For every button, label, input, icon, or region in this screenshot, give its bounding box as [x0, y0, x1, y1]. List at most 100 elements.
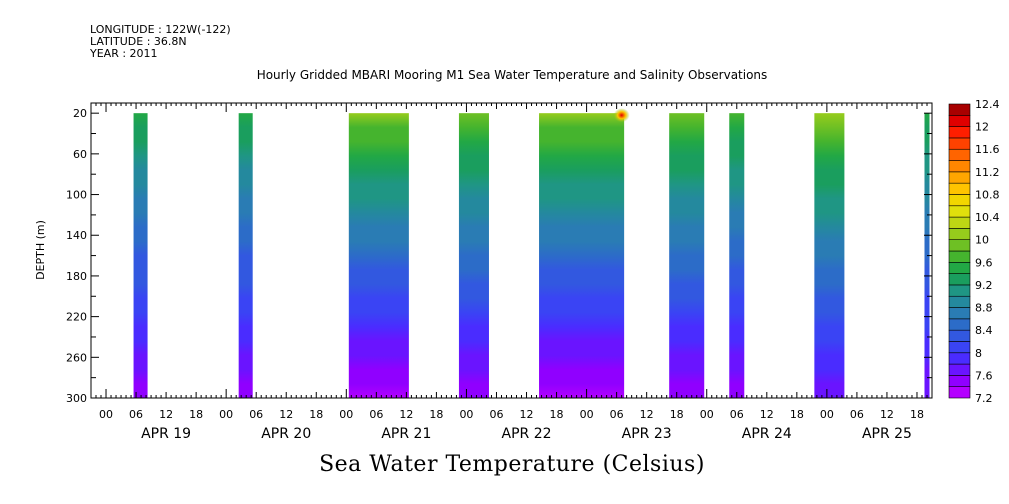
colorbar-label: 11.6	[975, 143, 1000, 156]
colorbar-swatch	[948, 205, 971, 218]
x-tick-label: 00	[580, 408, 594, 421]
x-tick-label: 12	[520, 408, 534, 421]
data-segment	[669, 113, 705, 398]
data-segment	[133, 113, 148, 398]
y-tick-label: 220	[66, 311, 87, 324]
x-tick-label: 18	[189, 408, 203, 421]
data-segment	[238, 113, 253, 398]
x-tick-label: 12	[159, 408, 173, 421]
colorbar-swatch	[948, 375, 971, 387]
x-tick-label: 18	[790, 408, 804, 421]
day-label: APR 20	[261, 426, 311, 442]
data-segment	[924, 113, 930, 398]
colorbar-swatch	[948, 352, 971, 365]
day-label: APR 19	[141, 426, 191, 442]
x-tick-label: 00	[459, 408, 473, 421]
colorbar-swatch	[948, 273, 971, 286]
x-tick-label: 12	[760, 408, 774, 421]
colorbar-swatch	[948, 171, 971, 184]
colorbar-swatch	[948, 329, 971, 342]
x-tick-label: 00	[339, 408, 353, 421]
colorbar-label: 10.8	[975, 188, 1000, 201]
colorbar-swatch	[948, 194, 971, 207]
data-segment	[458, 113, 489, 398]
day-label: APR 23	[622, 426, 672, 442]
x-tick-label: 12	[880, 408, 894, 421]
x-tick-label: 12	[279, 408, 293, 421]
chart-title: Hourly Gridded MBARI Mooring M1 Sea Wate…	[256, 68, 768, 82]
x-tick-label: 18	[670, 408, 684, 421]
colorbar-swatch	[948, 126, 971, 139]
top-minor-ticks	[90, 103, 933, 112]
quantity-title: Sea Water Temperature (Celsius)	[319, 452, 705, 477]
x-tick-label: 12	[399, 408, 413, 421]
colorbar-swatch	[948, 115, 971, 127]
data-segment	[539, 113, 625, 398]
y-tick-label: 260	[66, 351, 87, 364]
colorbar-label: 8.8	[975, 302, 993, 315]
longitude-label: LONGITUDE : 122W(-122)	[90, 23, 231, 36]
y-axis: 20 60 100 140 180 220 260 300	[66, 107, 932, 405]
colorbar-label: 10.4	[975, 211, 1000, 224]
data-segment	[729, 113, 745, 398]
x-tick-label: 06	[489, 408, 503, 421]
colorbar-swatch	[948, 182, 971, 195]
day-label: APR 24	[742, 426, 792, 442]
colorbar-swatch	[948, 341, 971, 354]
colorbar-swatch	[948, 239, 971, 252]
x-tick-label: 06	[369, 408, 383, 421]
x-tick-label: 00	[219, 408, 233, 421]
colorbar-label: 12.4	[975, 98, 1000, 111]
colorbar-swatch	[948, 216, 971, 229]
colorbar-label: 8	[975, 347, 982, 360]
y-tick-label: 300	[66, 392, 87, 405]
colorbar-swatch	[948, 295, 971, 308]
colorbar-label: 7.2	[975, 392, 993, 405]
colorbar-swatch	[948, 160, 971, 173]
colorbar-swatch	[948, 137, 971, 150]
colorbar-label: 9.2	[975, 279, 993, 292]
data-segments	[133, 108, 930, 398]
day-label: APR 21	[381, 426, 431, 442]
x-tick-label: 06	[129, 408, 143, 421]
x-tick-label: 00	[820, 408, 834, 421]
y-tick-label: 140	[66, 229, 87, 242]
colorbar-swatch	[948, 307, 971, 320]
day-label: APR 25	[862, 426, 912, 442]
y-tick-label: 60	[73, 148, 87, 161]
colorbar-label: 11.2	[975, 166, 1000, 179]
y-tick-label: 180	[66, 270, 87, 283]
header-info: LONGITUDE : 122W(-122) LATITUDE : 36.8N …	[90, 24, 231, 60]
colorbar-swatch	[948, 284, 971, 297]
y-axis-label: DEPTH (m)	[34, 220, 47, 280]
colorbar-label: 8.4	[975, 324, 993, 337]
data-segment	[348, 113, 409, 398]
plot-frame	[90, 102, 933, 399]
x-tick-label: 00	[99, 408, 113, 421]
data-segment	[814, 113, 845, 398]
x-tick-label: 06	[730, 408, 744, 421]
warm-spot	[613, 108, 630, 123]
y-tick-label: 20	[73, 107, 87, 120]
colorbar-swatch	[948, 318, 971, 331]
colorbar-swatch	[948, 386, 971, 399]
day-label: APR 22	[502, 426, 552, 442]
year-label: YEAR : 2011	[90, 47, 158, 60]
colorbar-label: 7.6	[975, 369, 993, 382]
x-tick-label: 12	[640, 408, 654, 421]
colorbar-swatch	[948, 250, 971, 263]
x-tick-label: 06	[249, 408, 263, 421]
x-axis: 00 06 12 18 00 06 12 18 00 06 12 18 00 06 12 18 00 06 12 18…	[90, 389, 933, 442]
x-tick-label: 18	[910, 408, 924, 421]
colorbar-swatch	[948, 103, 971, 116]
colorbar-swatch	[948, 262, 971, 274]
colorbar: 7.2 7.6 8 8.4 8.8 9.2 9.6 10 10.4 10.8 11.2 11.6 12 1…	[948, 98, 1000, 405]
y-tick-label: 100	[66, 189, 87, 202]
x-tick-label: 18	[550, 408, 564, 421]
x-tick-label: 06	[610, 408, 624, 421]
x-tick-label: 18	[309, 408, 323, 421]
x-tick-label: 18	[429, 408, 443, 421]
colorbar-swatch	[948, 148, 971, 161]
x-tick-label: 00	[700, 408, 714, 421]
